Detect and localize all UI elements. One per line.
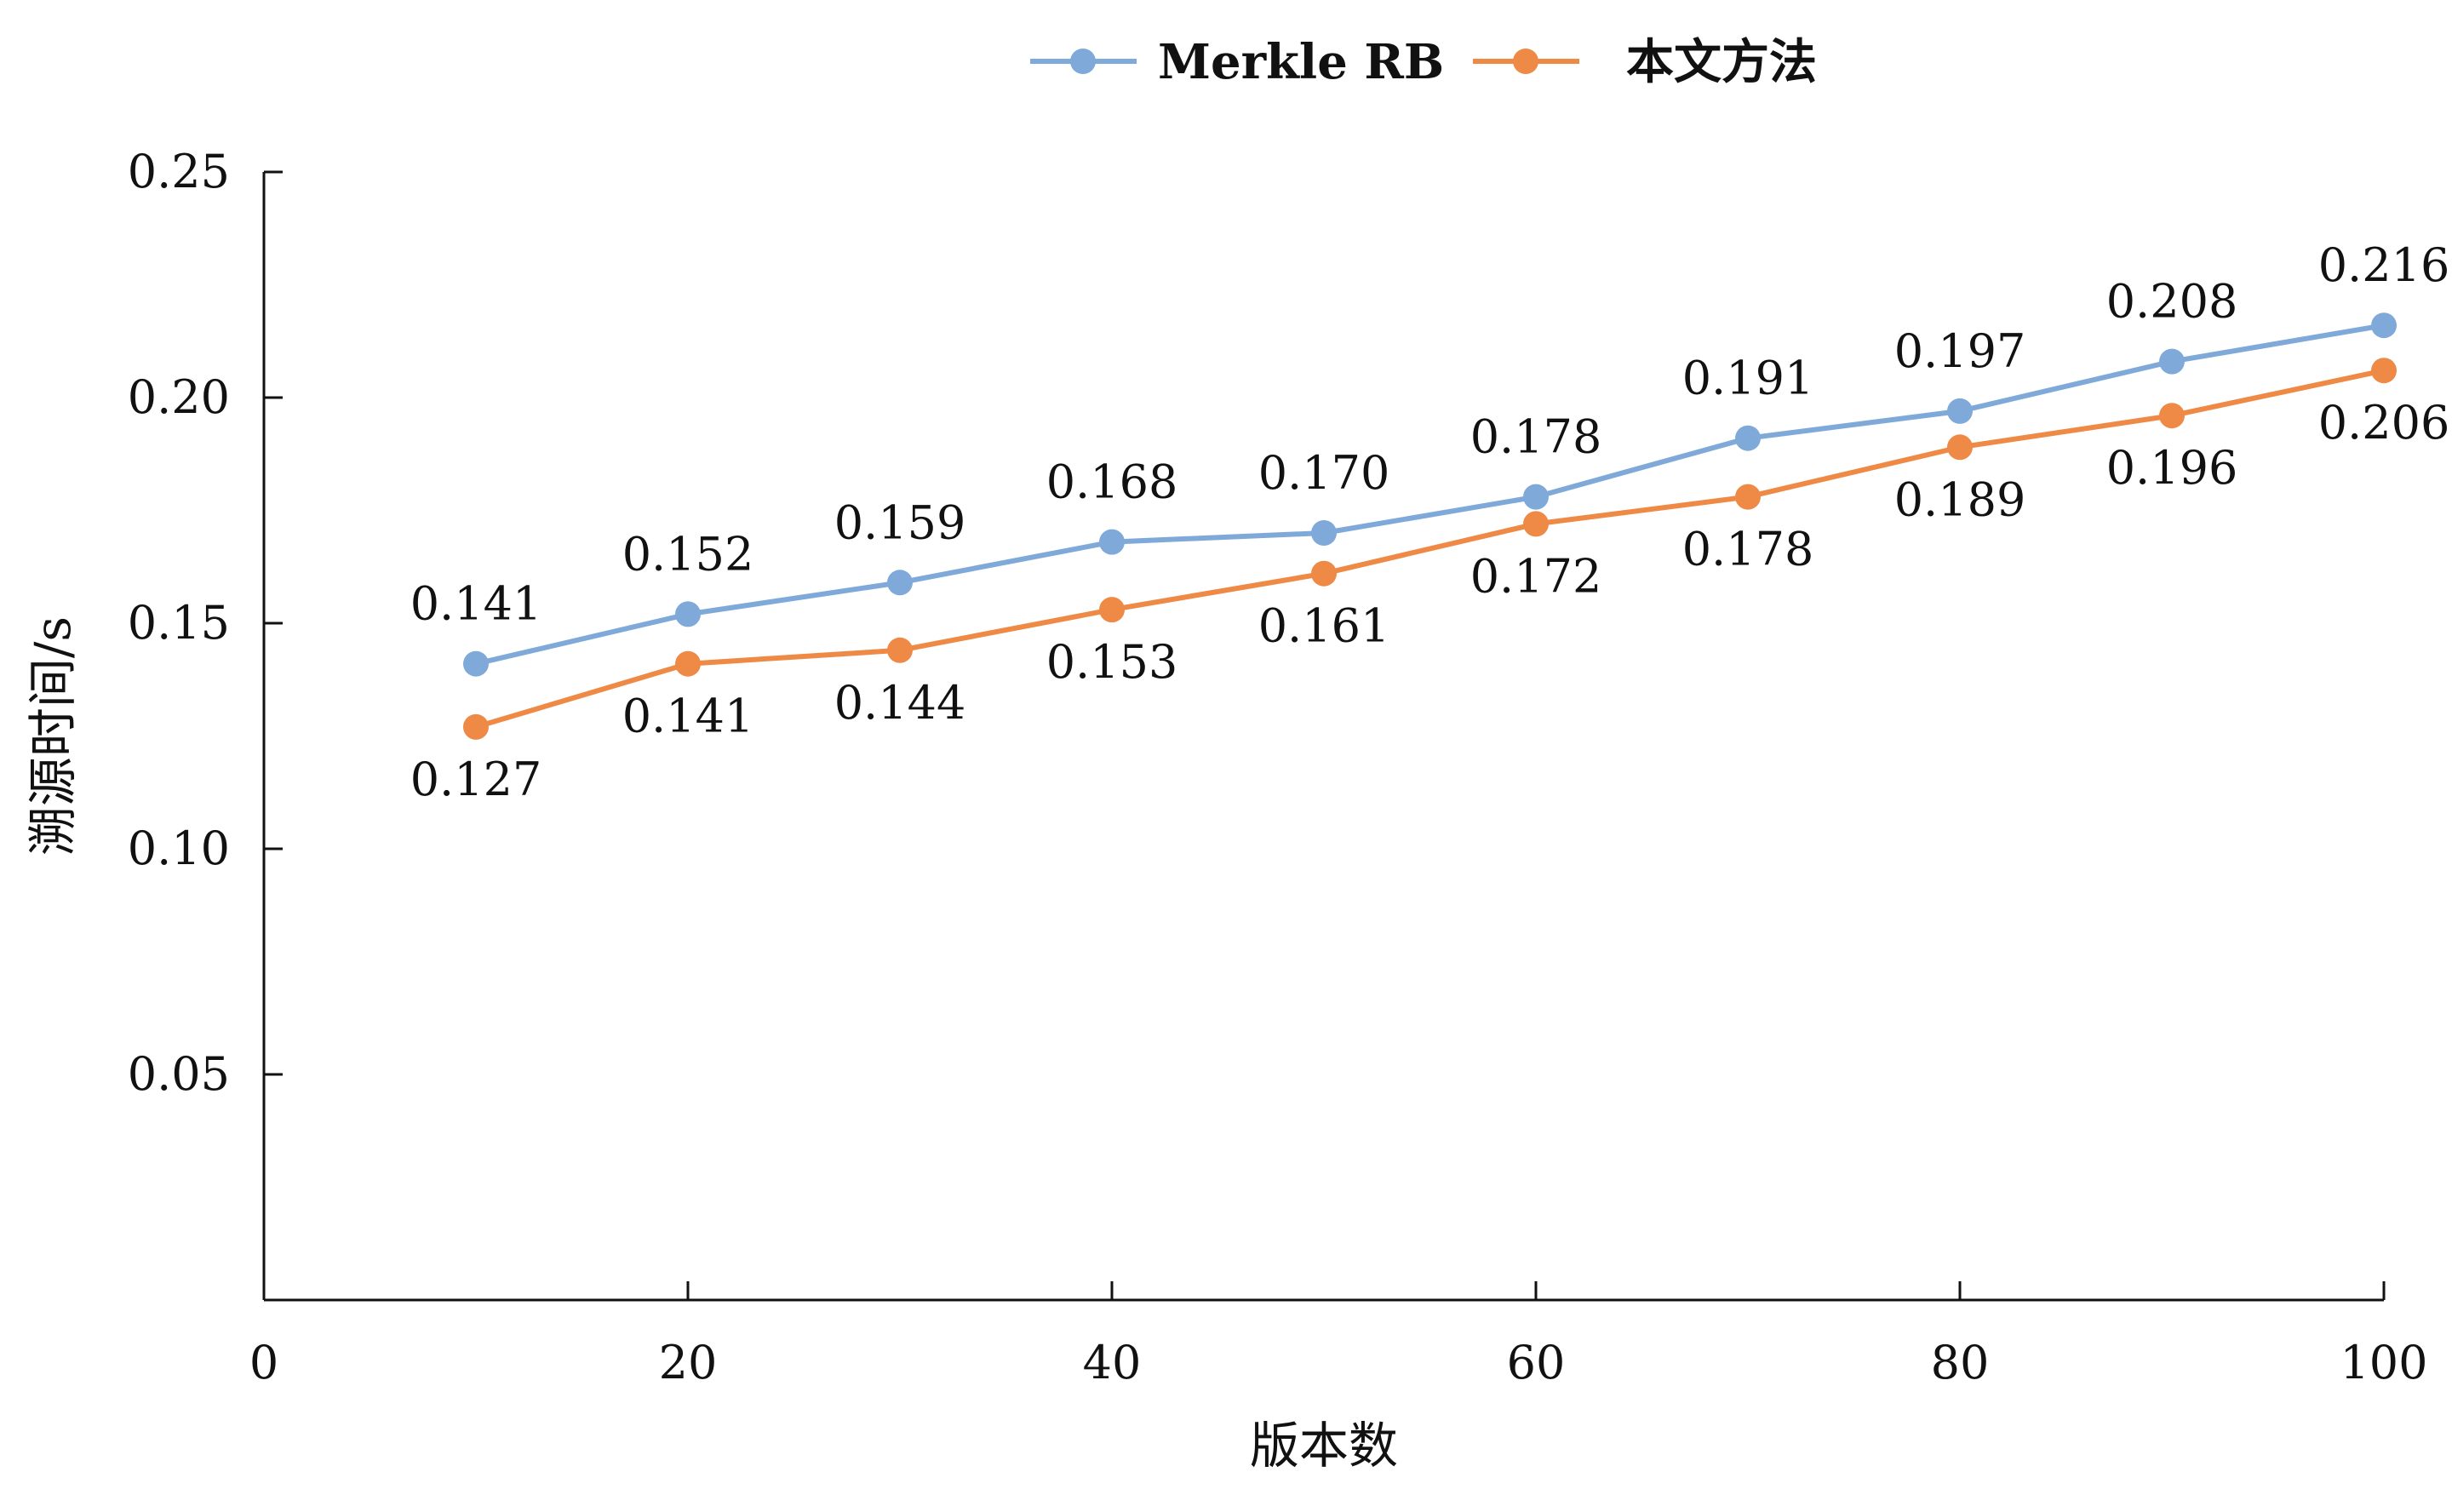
x-tick-label: 60 — [1507, 1336, 1566, 1389]
series-1-point — [1947, 434, 1973, 461]
series-1-data-label: 0.127 — [410, 753, 542, 806]
y-tick-label: 0.05 — [128, 1047, 230, 1101]
legend: Merkle RB 本文方法 — [1030, 34, 1817, 90]
y-tick-label: 0.10 — [128, 822, 230, 875]
y-axis-title: 溯源时间/s — [24, 616, 82, 856]
x-tick-label: 80 — [1931, 1336, 1990, 1389]
series-0-data-label: 0.170 — [1258, 446, 1390, 500]
legend-swatch-marker — [1070, 49, 1096, 74]
legend-label: 本文方法 — [1626, 34, 1817, 90]
series-1-point — [2371, 358, 2397, 384]
series-1-point — [1735, 484, 1761, 510]
series-0-point — [1311, 520, 1337, 546]
legend-label: Merkle RB — [1158, 34, 1444, 90]
series-0-data-label: 0.159 — [834, 495, 966, 549]
x-tick-label: 100 — [2340, 1336, 2427, 1389]
x-tick-label: 20 — [659, 1336, 718, 1389]
legend-swatch-marker — [1513, 49, 1538, 74]
series-1-point — [1099, 597, 1125, 623]
series-line-0 — [475, 323, 2385, 667]
series-0-point — [2371, 312, 2397, 339]
x-tick-label: 40 — [1083, 1336, 1142, 1389]
series-1-data-label: 0.172 — [1470, 549, 1602, 603]
series-0-point — [463, 650, 489, 677]
series-1-data-label: 0.141 — [622, 690, 754, 743]
series-0-point — [1523, 484, 1549, 510]
series-1-data-label: 0.196 — [2106, 441, 2238, 495]
series-0-data-label: 0.168 — [1046, 455, 1178, 509]
series-0-data-label: 0.178 — [1470, 410, 1602, 464]
series-1-point — [1311, 560, 1337, 587]
series-1-data-label: 0.206 — [2318, 396, 2450, 450]
series-1-data-label: 0.153 — [1046, 635, 1178, 689]
y-tick-label: 0.15 — [128, 596, 230, 650]
series-1-point — [675, 650, 701, 677]
series-layer — [463, 312, 2397, 740]
series-0-point — [887, 570, 913, 596]
series-line-1 — [475, 368, 2385, 730]
series-1-point — [463, 713, 489, 740]
series-1-data-label: 0.178 — [1682, 523, 1814, 576]
series-0-data-label: 0.208 — [2106, 275, 2238, 329]
y-tick-label: 0.20 — [128, 370, 230, 424]
x-tick-label: 0 — [249, 1336, 278, 1389]
data-labels: 0.141 0.152 0.159 0.168 0.170 0.178 0.191 0.197… — [410, 238, 2450, 806]
y-tick-label: 0.25 — [128, 145, 230, 198]
series-0-data-label: 0.152 — [622, 527, 754, 581]
series-1-point — [1523, 511, 1549, 537]
series-0-point — [2159, 348, 2185, 375]
series-1-point — [887, 637, 913, 663]
series-1-point — [2159, 403, 2185, 429]
series-1-data-label: 0.161 — [1258, 599, 1390, 653]
x-axis-title: 版本数 — [1250, 1417, 1398, 1475]
series-0-point — [675, 601, 701, 627]
ticks: 0.05 0.10 0.15 0.20 0.25 0 20 40 60 80 100 — [128, 145, 2428, 1389]
series-0-point — [1947, 398, 1973, 424]
series-1-data-label: 0.189 — [1894, 472, 2026, 526]
series-0-data-label: 0.141 — [410, 577, 542, 631]
axes — [262, 172, 2384, 1302]
series-0-data-label: 0.191 — [1682, 352, 1814, 405]
series-0-data-label: 0.216 — [2318, 238, 2450, 292]
series-0-point — [1099, 529, 1125, 555]
series-1-data-label: 0.144 — [834, 676, 966, 730]
series-0-point — [1735, 425, 1761, 451]
series-0-data-label: 0.197 — [1894, 324, 2026, 378]
